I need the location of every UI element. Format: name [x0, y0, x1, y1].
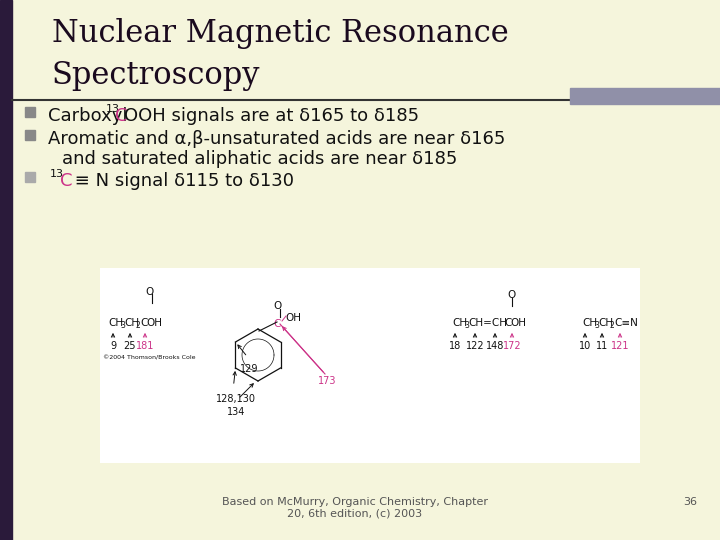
Text: 18: 18	[449, 341, 461, 351]
Text: 128,130: 128,130	[215, 394, 256, 404]
Text: C: C	[60, 172, 73, 190]
Text: Nuclear Magnetic Resonance: Nuclear Magnetic Resonance	[52, 18, 509, 49]
Text: O: O	[508, 290, 516, 300]
Text: CH: CH	[452, 318, 467, 328]
Bar	[570, 88, 720, 104]
Text: 181: 181	[136, 341, 154, 351]
Text: Carboxyl: Carboxyl	[48, 107, 133, 125]
Text: ©2004 Thomson/Brooks Cole: ©2004 Thomson/Brooks Cole	[103, 355, 196, 360]
Text: C: C	[274, 319, 281, 329]
Text: 36: 36	[683, 497, 697, 507]
Text: CH: CH	[124, 318, 139, 328]
Text: and saturated aliphatic acids are near δ185: and saturated aliphatic acids are near δ…	[62, 150, 457, 168]
Text: 11: 11	[596, 341, 608, 351]
Bar	[0, 0, 12, 540]
Text: 3: 3	[464, 321, 469, 330]
Text: Spectroscopy: Spectroscopy	[52, 60, 261, 91]
Text: C≡N: C≡N	[614, 318, 638, 328]
Text: 172: 172	[503, 341, 521, 351]
Text: OH: OH	[510, 318, 526, 328]
Text: Aromatic and α,β-unsaturated acids are near δ165: Aromatic and α,β-unsaturated acids are n…	[48, 130, 505, 148]
Text: 134: 134	[227, 407, 246, 417]
Text: 13: 13	[50, 169, 64, 179]
Text: 3: 3	[594, 321, 599, 330]
Text: OH: OH	[146, 318, 162, 328]
Bar	[100, 268, 640, 463]
Text: O: O	[274, 301, 282, 311]
Text: C: C	[140, 318, 148, 328]
Text: CH: CH	[598, 318, 613, 328]
Text: O: O	[146, 287, 154, 297]
Text: 10: 10	[579, 341, 591, 351]
Text: 148: 148	[486, 341, 504, 351]
Text: C: C	[504, 318, 511, 328]
Text: 3: 3	[120, 321, 125, 330]
Text: CH: CH	[582, 318, 597, 328]
Bar	[25, 107, 35, 117]
Text: CH=CH: CH=CH	[468, 318, 507, 328]
Text: CH: CH	[108, 318, 123, 328]
Text: 122: 122	[466, 341, 485, 351]
Text: 2: 2	[610, 321, 615, 330]
Text: 2: 2	[136, 321, 140, 330]
Text: C: C	[115, 107, 127, 125]
Text: 173: 173	[318, 376, 336, 386]
Text: 129: 129	[240, 364, 258, 374]
Bar	[25, 172, 35, 182]
Text: OOH signals are at δ165 to δ185: OOH signals are at δ165 to δ185	[124, 107, 419, 125]
Text: 13: 13	[106, 104, 120, 114]
Text: ≡ N signal δ115 to δ130: ≡ N signal δ115 to δ130	[69, 172, 294, 190]
Text: 25: 25	[124, 341, 136, 351]
Text: OH: OH	[285, 313, 301, 323]
Bar	[25, 130, 35, 140]
Text: 121: 121	[611, 341, 629, 351]
Text: Based on McMurry, Organic Chemistry, Chapter
20, 6th edition, (c) 2003: Based on McMurry, Organic Chemistry, Cha…	[222, 497, 488, 518]
Text: 9: 9	[110, 341, 116, 351]
